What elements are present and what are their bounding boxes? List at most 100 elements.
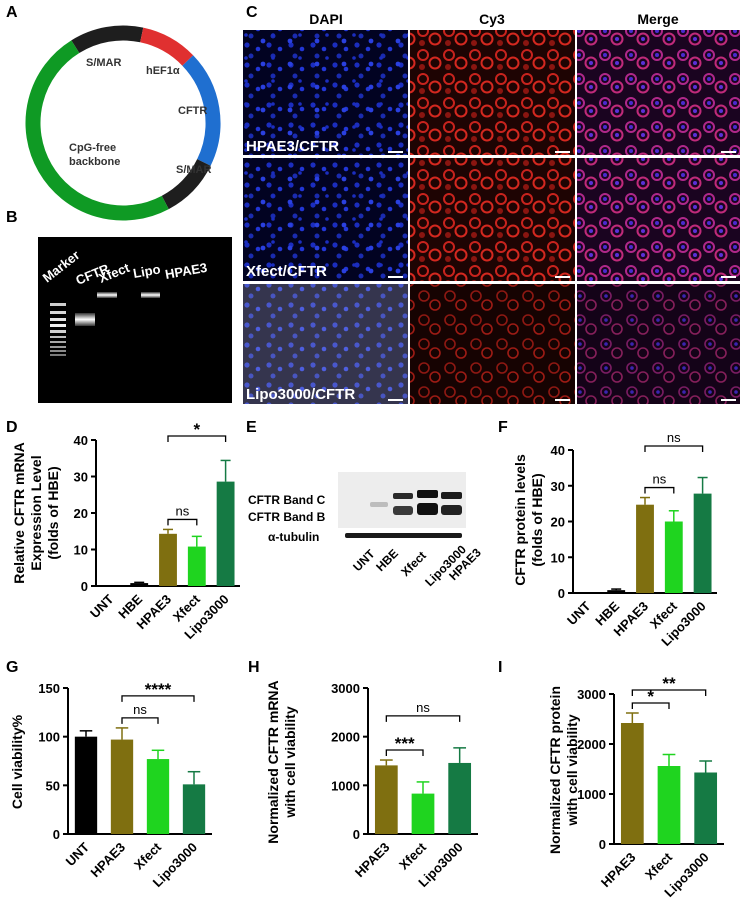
y-tick-label: 0 <box>53 827 60 842</box>
chart-i: 0 1000 2000 3000 Normalized CFTR protein with… <box>547 674 724 900</box>
gel-lane-hpae3: HPAE3 <box>164 260 208 282</box>
bar-hpae3 <box>110 739 134 834</box>
bar-hpae3 <box>620 723 644 844</box>
panel-letter-a: A <box>6 4 18 21</box>
panel-f: F 0 10 20 30 40 CFTR protein levels (folds of … <box>498 419 717 649</box>
plasmid-label-smar-bottom: S/MAR <box>176 164 212 176</box>
gel-lane-lipo: Lipo <box>132 261 162 281</box>
panel-b: B Marker CFTR Xfect Lipo HPAE3 <box>6 209 232 403</box>
significance-bracket <box>167 435 227 442</box>
panel-a: A S/MAR hEF1α CFTR CpG-free backbone S/M… <box>6 4 221 221</box>
blot-label-band-b: CFTR Band B <box>248 510 326 524</box>
plasmid-segment-4 <box>25 40 169 221</box>
y-tick-label: 150 <box>38 681 60 696</box>
plasmid-label-backbone-1: CpG-free <box>69 142 116 154</box>
y-tick-label: 0 <box>558 586 565 601</box>
y-tick-label: 50 <box>46 778 60 793</box>
chart-f: 0 10 20 30 40 CFTR protein levels (folds of HB… <box>512 430 717 649</box>
panel-letter-i: I <box>498 659 502 676</box>
blot-lane-unt: UNT <box>350 546 378 574</box>
significance-bracket <box>385 715 461 722</box>
y-tick-label: 40 <box>551 443 565 458</box>
y-axis-label: CFTR protein levels <box>512 454 528 586</box>
y-tick-label: 40 <box>74 433 88 448</box>
plasmid-segment-1 <box>139 27 194 66</box>
plasmid-label-cftr: CFTR <box>178 105 207 117</box>
micro-scale-bars <box>388 151 736 401</box>
plasmid-label-smar-top: S/MAR <box>86 57 122 69</box>
y-tick-label: 30 <box>74 470 88 485</box>
bar-lipo3000 <box>693 493 712 593</box>
y-tick-label: 3000 <box>331 681 360 696</box>
significance-label: ns <box>667 430 681 445</box>
x-tick-label: HPAE3 <box>598 850 639 891</box>
x-tick-label: Xfect <box>131 839 165 873</box>
y-tick-label: 0 <box>599 837 606 852</box>
y-tick-label: 10 <box>551 550 565 565</box>
gel-band-lipo <box>141 292 160 298</box>
significance-label: ** <box>662 674 676 693</box>
micro-image-dapi-lipo3000 <box>243 284 408 404</box>
micro-overlay <box>243 30 408 155</box>
significance-label: *** <box>395 734 415 753</box>
y-tick-label: 20 <box>74 506 88 521</box>
panel-letter-f: F <box>498 419 508 436</box>
significance-bracket <box>167 518 198 526</box>
panel-i: I 0 1000 2000 3000 Normalized CFTR protein wi… <box>498 659 724 900</box>
bar-xfect <box>411 793 435 834</box>
significance-label: ns <box>653 472 667 487</box>
panel-letter-h: H <box>248 659 260 676</box>
y-axis-label: Normalized CFTR mRNA <box>265 680 281 843</box>
bar-hpae3 <box>636 504 654 593</box>
significance-label: ns <box>133 702 147 717</box>
y-axis-label: Normalized CFTR protein <box>547 686 563 854</box>
plasmid-ring <box>25 25 221 221</box>
panel-letter-c: C <box>246 4 258 21</box>
x-tick-label: UNT <box>87 591 117 621</box>
micro-row-hpae3: HPAE3/CFTR <box>246 138 339 155</box>
micro-col-dapi: DAPI <box>309 11 342 27</box>
plasmid-segment-0 <box>71 25 144 54</box>
panel-letter-g: G <box>6 659 18 676</box>
significance-bracket <box>631 689 707 696</box>
y-tick-label: 30 <box>551 479 565 494</box>
micro-row-xfect: Xfect/CFTR <box>246 263 327 280</box>
panel-letter-d: D <box>6 419 18 436</box>
x-tick-label: Xfect <box>642 849 676 883</box>
y-tick-label: 2000 <box>577 737 606 752</box>
bar-lipo3000 <box>216 481 235 586</box>
micro-image-cy3-xfect <box>410 158 575 281</box>
x-tick-label: Xfect <box>396 839 430 873</box>
significance-label: ns <box>416 700 430 715</box>
bar-xfect <box>187 546 206 586</box>
x-tick-label: HPAE3 <box>352 840 393 881</box>
bar-xfect <box>146 759 170 834</box>
bar-xfect <box>657 766 681 844</box>
y-tick-label: 1000 <box>331 778 360 793</box>
y-tick-label: 0 <box>81 579 88 594</box>
gel-band-xfect <box>97 292 117 298</box>
gel-image <box>38 237 232 403</box>
panel-e: E CFTR Band C CFTR Band B α-tubulin UNT … <box>246 419 484 589</box>
significance-bracket <box>631 702 670 709</box>
micro-overlay <box>243 158 408 281</box>
bar-hbe <box>607 590 626 593</box>
gel-ladder <box>50 303 66 356</box>
x-tick-label: HPAE3 <box>88 840 129 881</box>
y-axis-label: with cell viability <box>564 714 580 826</box>
plasmid-label-backbone-2: backbone <box>69 156 120 168</box>
blot-label-band-c: CFTR Band C <box>248 493 326 507</box>
y-axis-label: Relative CFTR mRNA <box>11 442 27 584</box>
significance-label: * <box>193 420 200 439</box>
significance-label: ns <box>176 503 190 518</box>
significance-bracket <box>385 749 424 757</box>
y-tick-label: 0 <box>353 827 360 842</box>
blot-bands <box>345 490 462 538</box>
y-axis-label: Cell viability% <box>9 714 25 809</box>
panel-c: C DAPI Cy3 Merge HPAE3/CFTR Xfect/CFTR L… <box>243 4 740 404</box>
y-tick-label: 100 <box>38 730 60 745</box>
y-axis-label: (folds of HBE) <box>529 473 545 566</box>
micro-image-merge-xfect <box>577 158 740 281</box>
chart-h: 0 1000 2000 3000 Normalized CFTR mRNA with ce… <box>265 680 478 890</box>
